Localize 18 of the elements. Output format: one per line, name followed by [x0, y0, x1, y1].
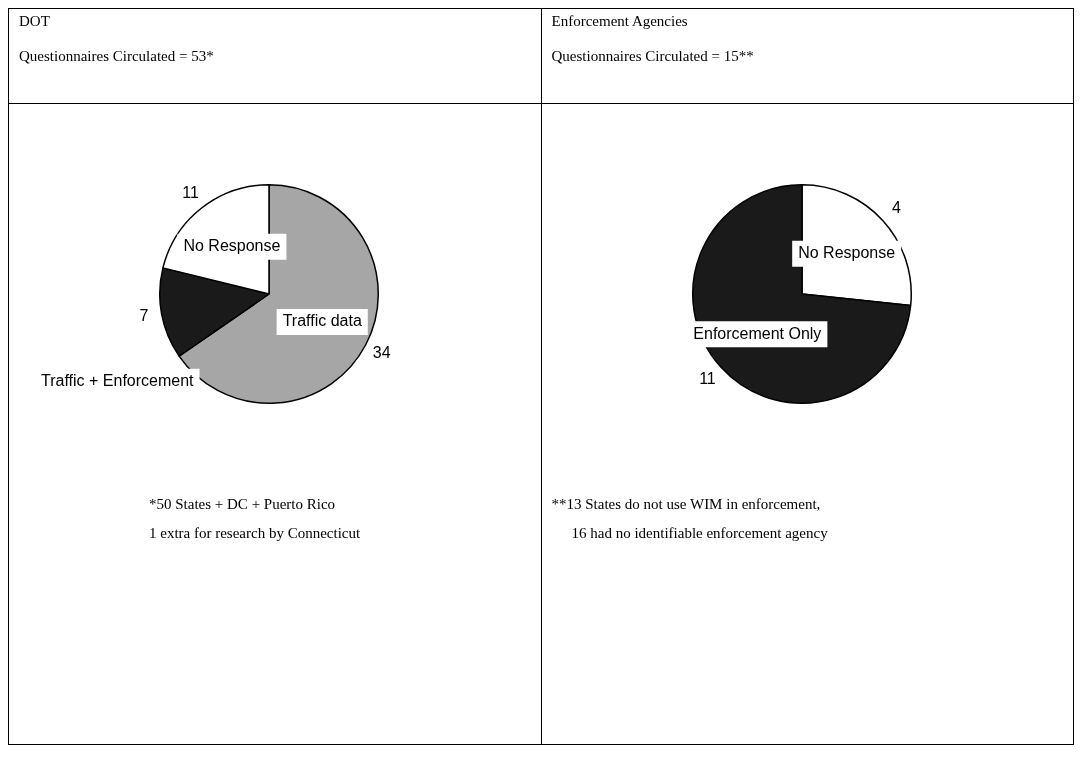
text: *50 States + DC + Puerto Rico [149, 495, 337, 514]
slice-label: No Response [797, 244, 895, 262]
slice-label: Traffic + Enforcement [41, 372, 195, 390]
text: 16 had no identifiable enforcement agency [570, 524, 829, 543]
data-label: 7 [139, 307, 149, 325]
slice-label: Enforcement Only [692, 324, 821, 342]
chart-subtitle: Questionnaires Circulated = 15** [551, 48, 755, 65]
data-label: 11 [698, 369, 716, 387]
text: **13 States do not use WIM in enforcement, [551, 495, 822, 514]
chart-title: DOT [19, 13, 51, 30]
slice-label: No Response [183, 237, 281, 255]
data-label: 34 [372, 343, 391, 361]
data-label: 4 [891, 199, 901, 217]
data-label: 11 [182, 184, 199, 202]
chart-title: Enforcement Agencies [551, 13, 689, 30]
text: 1 extra for research by Connecticut [149, 524, 362, 543]
chart-subtitle: Questionnaires Circulated = 53* [19, 48, 215, 65]
slice-label: Traffic data [282, 312, 362, 330]
